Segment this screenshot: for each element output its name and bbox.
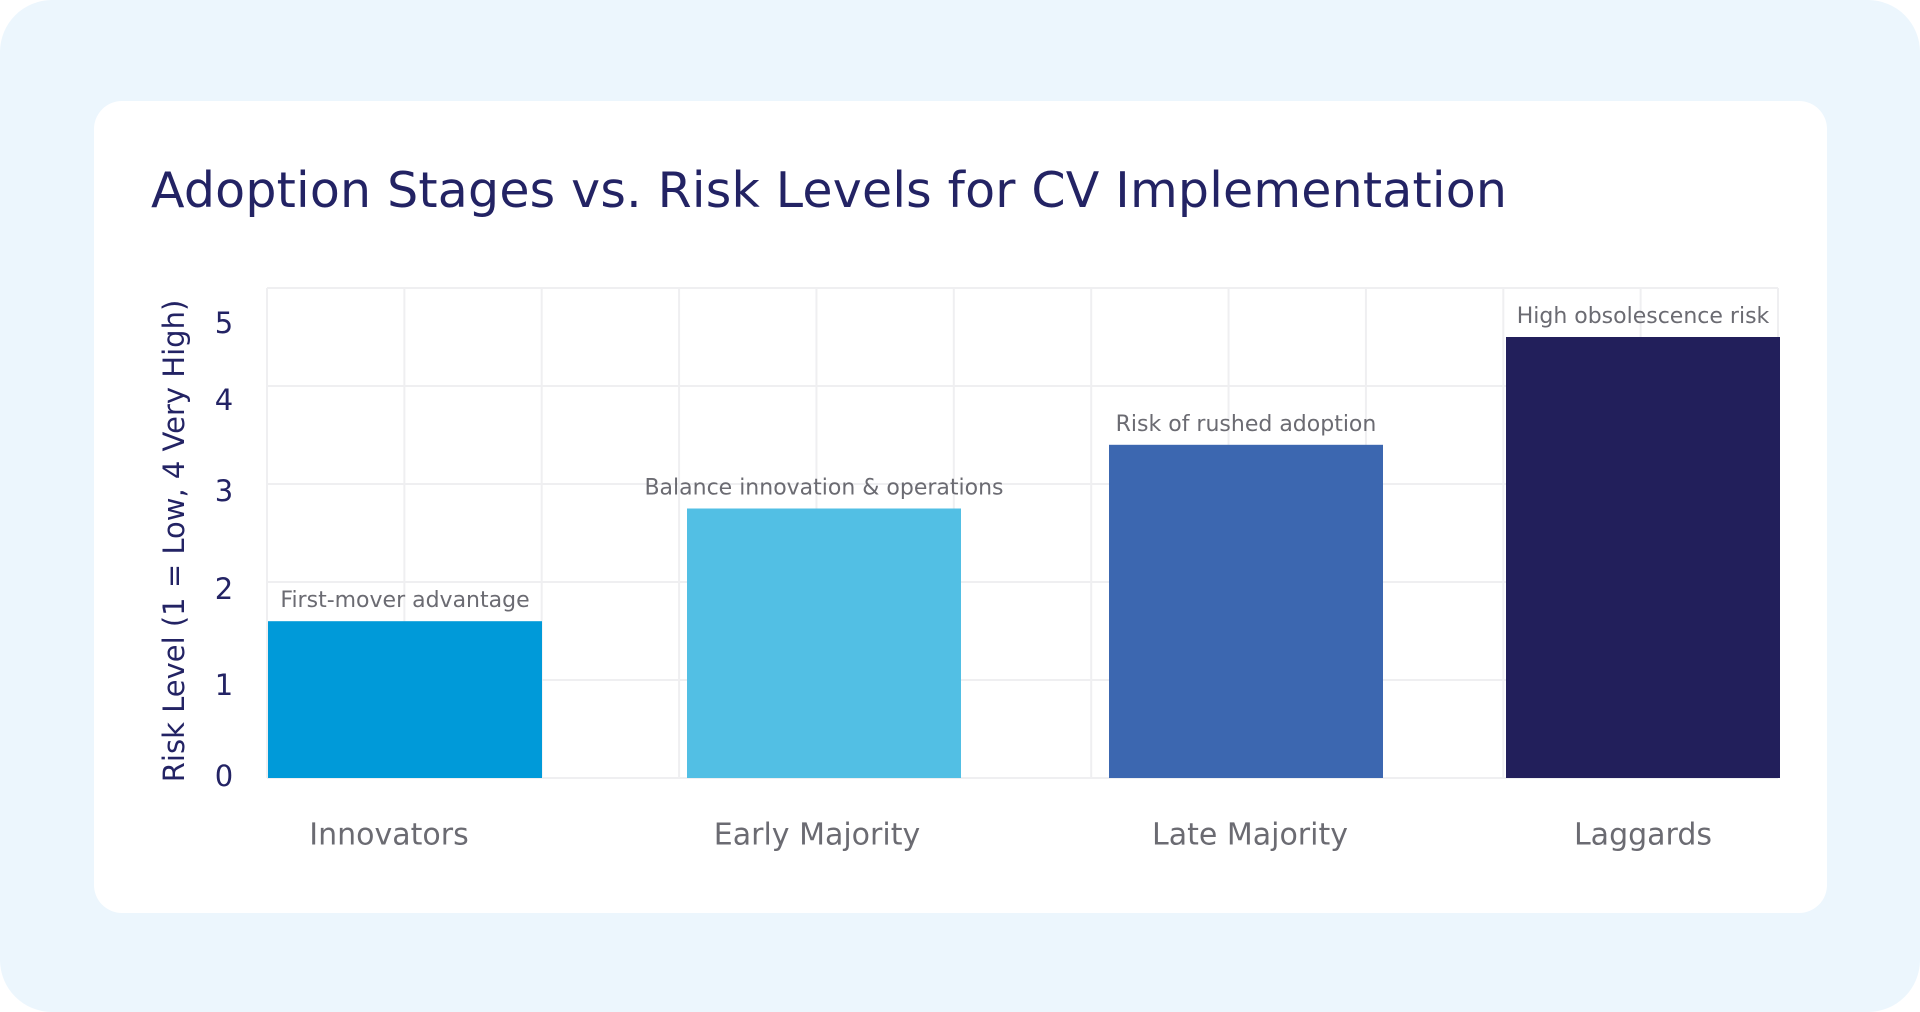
y-tick-label: 2 xyxy=(215,572,233,606)
y-tick-label: 3 xyxy=(215,474,233,508)
y-tick-label: 0 xyxy=(215,759,233,793)
y-tick-label: 4 xyxy=(215,383,233,417)
x-tick-label: Late Majority xyxy=(1152,818,1348,853)
bar-annotation: Risk of rushed adoption xyxy=(1116,412,1377,437)
bars xyxy=(268,337,1780,778)
bar-annotation: High obsolescence risk xyxy=(1517,304,1770,329)
bar-early-majority xyxy=(687,508,961,778)
bar-innovators xyxy=(268,621,542,778)
chart-title: Adoption Stages vs. Risk Levels for CV I… xyxy=(151,162,1508,219)
bar-laggards xyxy=(1506,337,1780,778)
chart-card: Adoption Stages vs. Risk Levels for CV I… xyxy=(94,101,1827,913)
bar-chart: First-mover advantage Balance innovation … xyxy=(157,287,1780,853)
y-tick-label: 1 xyxy=(215,668,233,702)
x-tick-label: Early Majority xyxy=(714,818,920,853)
bar-late-majority xyxy=(1109,444,1383,778)
y-axis-ticks: 0 1 2 3 4 5 xyxy=(215,306,233,793)
x-axis-ticks: Innovators Early Majority Late Majority Lag… xyxy=(309,818,1712,853)
bar-annotation: First-mover advantage xyxy=(280,588,529,613)
bar-annotation: Balance innovation & operations xyxy=(644,476,1003,501)
bar-annotations: First-mover advantage Balance innovation … xyxy=(280,304,1769,613)
x-tick-label: Innovators xyxy=(309,818,468,853)
y-axis-label: Risk Level (1 = Low, 4 Very High) xyxy=(157,300,191,783)
y-tick-label: 5 xyxy=(215,306,233,340)
x-tick-label: Laggards xyxy=(1574,818,1712,853)
